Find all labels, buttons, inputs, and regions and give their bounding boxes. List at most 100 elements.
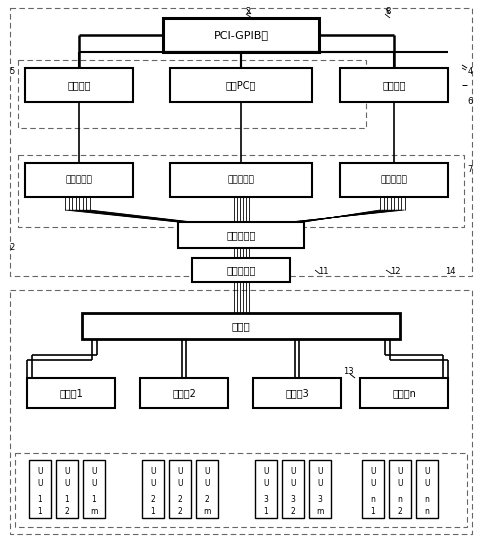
Text: 2: 2 (65, 507, 69, 517)
Bar (360, 378, 448, 408)
Text: U: U (91, 467, 97, 477)
Bar (253, 378, 341, 408)
Text: U: U (397, 467, 403, 477)
Text: U: U (150, 467, 156, 477)
Text: U: U (204, 479, 210, 489)
Bar (170, 68, 312, 102)
Text: 1: 1 (38, 507, 42, 517)
Text: U: U (177, 467, 183, 477)
Text: 插件符3: 插件符3 (285, 388, 309, 398)
Text: 适配线: 适配线 (232, 321, 250, 331)
Bar (170, 163, 312, 197)
Text: U: U (424, 467, 430, 477)
Text: 1: 1 (92, 496, 96, 505)
Text: U: U (91, 479, 97, 489)
Text: 3: 3 (291, 496, 295, 505)
Text: m: m (90, 507, 98, 517)
Text: U: U (290, 467, 296, 477)
Bar (29, 460, 51, 518)
Text: 程控电源: 程控电源 (67, 80, 91, 90)
Text: 8: 8 (385, 8, 391, 16)
Bar (142, 460, 164, 518)
Bar (196, 460, 218, 518)
Bar (340, 163, 448, 197)
Text: 1: 1 (150, 507, 155, 517)
Text: U: U (37, 467, 43, 477)
Text: n: n (425, 496, 429, 505)
Text: 转接器公口: 转接器公口 (227, 230, 255, 240)
Bar (389, 460, 411, 518)
Bar (169, 460, 191, 518)
Text: U: U (290, 479, 296, 489)
Text: 程控开关卡: 程控开关卡 (66, 175, 93, 184)
Text: 2: 2 (178, 507, 182, 517)
Bar (18, 155, 464, 227)
Text: 工控PC机: 工控PC机 (226, 80, 256, 90)
Bar (83, 460, 105, 518)
Text: 2: 2 (205, 496, 209, 505)
Text: 2: 2 (245, 8, 251, 16)
Text: 1: 1 (65, 496, 69, 505)
Text: U: U (37, 479, 43, 489)
Text: U: U (317, 479, 323, 489)
Text: U: U (150, 479, 156, 489)
Text: PCI-GPIB卡: PCI-GPIB卡 (214, 30, 268, 40)
Text: 6: 6 (468, 97, 473, 107)
Text: 2: 2 (9, 243, 14, 253)
Text: 插件符n: 插件符n (392, 388, 416, 398)
Text: U: U (424, 479, 430, 489)
Text: 14: 14 (445, 267, 455, 276)
Text: 13: 13 (343, 367, 353, 377)
Text: 4: 4 (468, 68, 473, 76)
Text: n: n (371, 496, 375, 505)
Bar (163, 18, 319, 52)
Bar (25, 163, 133, 197)
Bar (10, 290, 472, 534)
Text: U: U (177, 479, 183, 489)
Text: 程控数据卡: 程控数据卡 (228, 175, 254, 184)
Text: U: U (317, 467, 323, 477)
Text: U: U (64, 479, 70, 489)
Text: 2: 2 (398, 507, 402, 517)
Text: 转接器母口: 转接器母口 (227, 265, 255, 275)
Bar (18, 60, 366, 128)
Text: 1: 1 (264, 507, 268, 517)
Bar (416, 460, 438, 518)
Text: U: U (370, 467, 376, 477)
Bar (10, 8, 472, 276)
Bar (362, 460, 384, 518)
Bar (178, 222, 304, 248)
Bar (82, 313, 400, 339)
Text: 插件符2: 插件符2 (172, 388, 196, 398)
Text: U: U (204, 467, 210, 477)
Bar (25, 68, 133, 102)
Text: 1: 1 (38, 496, 42, 505)
Text: 7: 7 (468, 166, 473, 175)
Bar (27, 378, 115, 408)
Text: U: U (263, 467, 269, 477)
Text: 程控开关卡: 程控开关卡 (381, 175, 407, 184)
Text: U: U (263, 479, 269, 489)
Text: 3: 3 (318, 496, 322, 505)
Text: n: n (398, 496, 402, 505)
Text: 3: 3 (264, 496, 268, 505)
Text: 程控负载: 程控负载 (382, 80, 406, 90)
Text: 5: 5 (9, 68, 14, 76)
Bar (15, 453, 467, 527)
Text: 12: 12 (390, 267, 400, 276)
Text: U: U (64, 467, 70, 477)
Bar (282, 460, 304, 518)
Bar (309, 460, 331, 518)
Bar (192, 258, 290, 282)
Text: U: U (397, 479, 403, 489)
Bar (255, 460, 277, 518)
Text: 1: 1 (371, 507, 375, 517)
Text: m: m (203, 507, 211, 517)
Bar (340, 68, 448, 102)
Text: 11: 11 (318, 267, 328, 276)
Text: 2: 2 (150, 496, 155, 505)
Bar (140, 378, 228, 408)
Text: 2: 2 (291, 507, 295, 517)
Text: 2: 2 (178, 496, 182, 505)
Text: 插件符1: 插件符1 (59, 388, 83, 398)
